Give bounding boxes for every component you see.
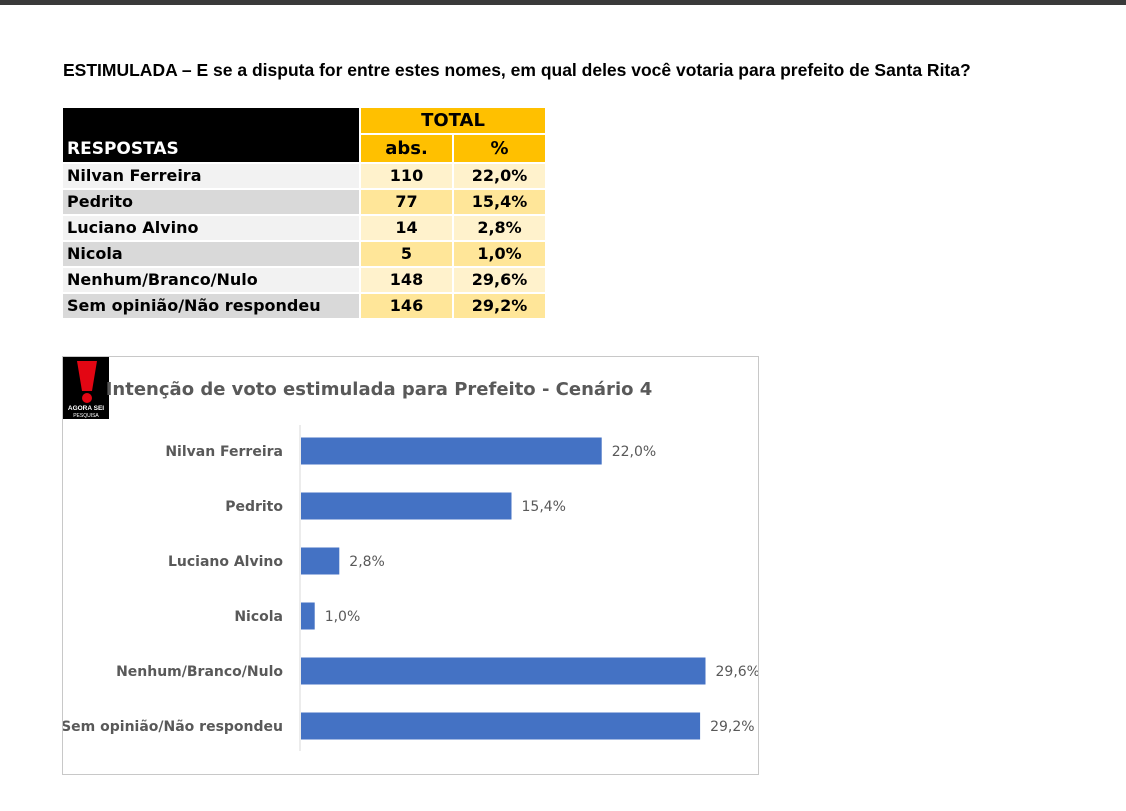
agora-sei-logo: AGORA SEI PESQUISA	[63, 357, 109, 419]
table-row: Nilvan Ferreira 110 22,0%	[63, 163, 545, 190]
row-pct: 29,2%	[453, 293, 545, 320]
row-abs: 5	[360, 241, 454, 268]
header-abs: abs.	[360, 134, 454, 164]
row-pct: 15,4%	[453, 189, 545, 216]
data-label: 29,2%	[710, 719, 754, 735]
data-label: 22,0%	[612, 444, 656, 460]
header-total: TOTAL	[360, 108, 545, 135]
results-table: RESPOSTAS TOTAL abs. % Nilvan Ferreira 1…	[63, 108, 545, 320]
top-border	[0, 0, 1126, 5]
row-name: Sem opinião/Não respondeu	[63, 293, 361, 320]
chart-container: AGORA SEI PESQUISA Intenção de voto esti…	[62, 356, 759, 775]
bar	[301, 547, 340, 575]
row-abs: 110	[360, 163, 454, 190]
row-name: Pedrito	[63, 189, 361, 216]
category-label: Pedrito	[225, 499, 283, 515]
data-label: 29,6%	[716, 664, 759, 680]
table-row: Luciano Alvino 14 2,8%	[63, 215, 545, 242]
logo-text-line1: AGORA SEI	[68, 405, 104, 412]
logo-exclamation-bar	[77, 361, 97, 391]
bar-chart: Intenção de voto estimulada para Prefeit…	[63, 379, 759, 751]
header-respostas: RESPOSTAS	[63, 108, 361, 164]
data-label: 1,0%	[325, 609, 361, 625]
row-pct: 22,0%	[453, 163, 545, 190]
bar	[301, 712, 701, 740]
header-pct: %	[453, 134, 545, 164]
logo-exclamation-dot	[82, 393, 92, 403]
bar	[301, 657, 706, 685]
chart-title: Intenção de voto estimulada para Prefeit…	[106, 379, 653, 400]
bar	[301, 602, 315, 630]
question-text: ESTIMULADA – E se a disputa for entre es…	[63, 60, 971, 80]
row-pct: 29,6%	[453, 267, 545, 294]
category-label: Nilvan Ferreira	[165, 444, 283, 460]
table-row: Sem opinião/Não respondeu 146 29,2%	[63, 293, 545, 320]
data-label: 15,4%	[522, 499, 566, 515]
row-name: Nilvan Ferreira	[63, 163, 361, 190]
row-name: Nicola	[63, 241, 361, 268]
bar	[301, 492, 512, 520]
category-label: Sem opinião/Não respondeu	[63, 719, 283, 735]
row-pct: 2,8%	[453, 215, 545, 242]
logo-text-line2: PESQUISA	[73, 413, 99, 419]
table-row: Pedrito 77 15,4%	[63, 189, 545, 216]
row-abs: 146	[360, 293, 454, 320]
row-pct: 1,0%	[453, 241, 545, 268]
table-row: Nicola 5 1,0%	[63, 241, 545, 268]
row-abs: 77	[360, 189, 454, 216]
row-name: Nenhum/Branco/Nulo	[63, 267, 361, 294]
bar	[301, 437, 602, 465]
category-label: Luciano Alvino	[168, 554, 283, 570]
data-label: 2,8%	[349, 554, 385, 570]
table-row: Nenhum/Branco/Nulo 148 29,6%	[63, 267, 545, 294]
row-name: Luciano Alvino	[63, 215, 361, 242]
row-abs: 14	[360, 215, 454, 242]
row-abs: 148	[360, 267, 454, 294]
category-label: Nicola	[234, 609, 283, 625]
category-label: Nenhum/Branco/Nulo	[116, 664, 283, 680]
